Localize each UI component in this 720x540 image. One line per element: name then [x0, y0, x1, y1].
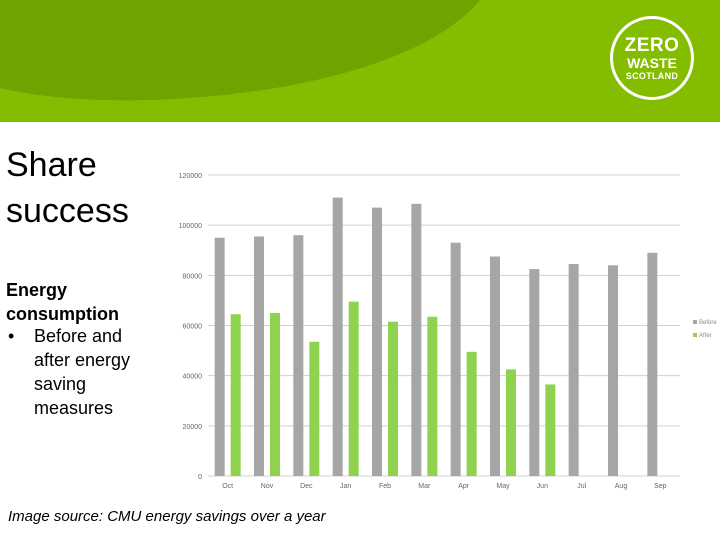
- x-tick-label: Nov: [261, 483, 274, 490]
- header-banner: ZERO WASTE SCOTLAND: [0, 0, 720, 122]
- legend-swatch-after: [693, 333, 697, 337]
- bar-after-jun: [545, 384, 556, 476]
- y-tick-label: 0: [198, 474, 202, 481]
- bar-before-aug: [608, 265, 618, 476]
- image-source-caption: Image source: CMU energy savings over a …: [8, 508, 326, 525]
- bar-before-apr: [450, 242, 461, 476]
- x-tick-label: Oct: [222, 483, 233, 490]
- logo-line-1: ZERO: [624, 34, 680, 56]
- zero-waste-scotland-logo: ZERO WASTE SCOTLAND: [610, 16, 694, 100]
- x-tick-label: May: [496, 483, 510, 490]
- y-tick-label: 60000: [183, 324, 203, 331]
- bar-before-jul: [568, 264, 579, 476]
- x-tick-label: Dec: [300, 483, 313, 490]
- slide-subtitle: Energy consumption: [6, 278, 119, 326]
- x-tick-label: Jan: [340, 483, 351, 490]
- y-tick-label: 20000: [183, 424, 203, 431]
- bar-before-mar: [411, 203, 422, 477]
- legend-swatch-before: [693, 320, 697, 324]
- logo-line-3: SCOTLAND: [625, 70, 679, 81]
- legend-label-after: After: [699, 333, 712, 339]
- x-tick-label: Apr: [458, 483, 470, 490]
- title-line-2: success: [6, 192, 129, 230]
- bar-after-nov: [270, 312, 280, 476]
- bullet-text-line-3: saving: [34, 374, 87, 394]
- y-tick-label: 40000: [183, 374, 203, 381]
- x-tick-label: Aug: [615, 483, 628, 490]
- bar-before-jun: [529, 269, 540, 476]
- y-tick-label: 100000: [179, 223, 202, 230]
- bar-before-dec: [293, 235, 304, 476]
- x-tick-label: Feb: [379, 483, 391, 490]
- bar-after-jan: [348, 301, 359, 476]
- x-tick-label: Jul: [577, 483, 586, 490]
- bullet-item: • Before and after energy saving measure…: [8, 324, 158, 420]
- subtitle-line-1: Energy: [6, 280, 68, 300]
- title-line-1: Share: [6, 146, 97, 184]
- slide-title: Share success: [6, 142, 129, 234]
- bullet-dot: •: [8, 326, 15, 346]
- banner-graphic: [0, 0, 720, 122]
- bullet-text-line-2: after energy: [34, 350, 131, 370]
- bullet-text-line-1: Before and: [34, 326, 123, 346]
- legend-label-before: Before: [699, 320, 717, 326]
- bar-before-oct: [214, 237, 225, 476]
- bar-after-mar: [427, 316, 438, 476]
- y-tick-label: 80000: [183, 273, 203, 280]
- bar-before-feb: [372, 207, 382, 476]
- y-tick-label: 120000: [179, 173, 202, 180]
- banner-swoosh: [0, 0, 480, 101]
- bar-before-jan: [332, 197, 343, 476]
- bullet-text-line-4: measures: [34, 398, 114, 418]
- bar-before-nov: [254, 236, 264, 476]
- subtitle-line-2: consumption: [6, 304, 119, 324]
- logo-line-2: WASTE: [627, 54, 677, 71]
- bar-after-apr: [466, 351, 477, 476]
- bar-after-feb: [388, 321, 398, 476]
- bar-after-may: [506, 369, 516, 476]
- bar-after-oct: [230, 314, 241, 476]
- bar-before-sep: [647, 252, 658, 476]
- bar-after-dec: [309, 341, 320, 476]
- x-tick-label: Jun: [537, 483, 548, 490]
- bar-before-may: [490, 256, 500, 476]
- x-tick-label: Mar: [418, 483, 431, 490]
- x-tick-label: Sep: [654, 483, 667, 490]
